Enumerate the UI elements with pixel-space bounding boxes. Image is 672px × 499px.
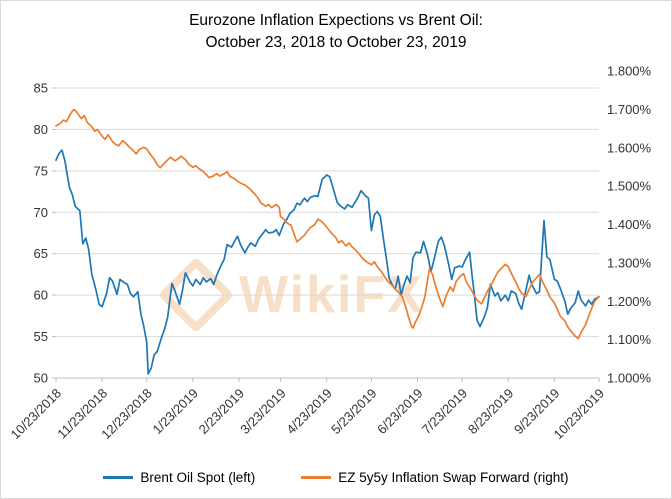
axes: [52, 87, 600, 382]
chart-title: Eurozone Inflation Expections vs Brent O…: [1, 10, 671, 53]
left-axis-tick-label: 70: [34, 205, 48, 220]
right-axis-labels: 1.000% 1.100% 1.200% 1.300% 1.400% 1.500% 1.60…: [607, 64, 652, 386]
right-axis-tick-label: 1.800%: [607, 64, 652, 79]
x-axis-tick-label: 3/23/2019: [237, 386, 289, 438]
brent-line-swatch-icon: [103, 476, 134, 479]
right-axis-tick-label: 1.500%: [607, 179, 652, 194]
x-axis-tick-label: 8/23/2019: [465, 386, 517, 438]
left-axis-labels: 50 55 60 65 70 75 80 85: [34, 81, 48, 386]
right-axis-tick-label: 1.300%: [607, 255, 652, 270]
x-axis-tick-label: 1/23/2019: [149, 386, 201, 438]
right-axis-tick-label: 1.400%: [607, 217, 652, 232]
left-axis-tick-label: 65: [34, 246, 48, 261]
right-axis-tick-label: 1.600%: [607, 140, 652, 155]
series-lines: [55, 108, 600, 375]
left-axis-tick-label: 55: [34, 329, 48, 344]
brent-oil-spot-line: [55, 149, 600, 375]
gridlines: [56, 87, 599, 379]
right-axis-tick-label: 1.700%: [607, 102, 652, 117]
legend: Brent Oil Spot (left) EZ 5y5y Inflation …: [1, 470, 671, 485]
x-axis-tick-label: 7/23/2019: [419, 386, 471, 438]
left-axis-tick-label: 50: [34, 371, 48, 386]
left-axis-tick-label: 85: [34, 81, 48, 96]
left-axis-tick-label: 80: [34, 122, 48, 137]
ez-5y5y-inflation-swap-line: [55, 108, 600, 340]
left-axis-tick-label: 75: [34, 163, 48, 178]
legend-label-brent: Brent Oil Spot (left): [140, 470, 256, 485]
swap-line-swatch-icon: [301, 476, 332, 479]
x-axis-tick-label: 5/23/2019: [328, 386, 380, 438]
right-axis-tick-label: 1.200%: [607, 294, 652, 309]
legend-item-brent: Brent Oil Spot (left): [103, 470, 255, 485]
chart-title-line2: October 23, 2018 to October 23, 2019: [205, 33, 467, 51]
x-axis-tick-label: 10/23/2018: [7, 386, 64, 443]
legend-label-swap: EZ 5y5y Inflation Swap Forward (right): [338, 470, 569, 485]
x-axis-tick-label: 4/23/2019: [283, 386, 335, 438]
plot-area: 50 55 60 65 70 75 80 85 1.000% 1.100% 1.200% 1.300%…: [7, 64, 652, 443]
legend-item-swap: EZ 5y5y Inflation Swap Forward (right): [301, 470, 569, 485]
right-axis-tick-label: 1.100%: [607, 332, 652, 347]
left-axis-tick-label: 60: [34, 288, 48, 303]
x-axis-labels: 10/23/201811/23/201812/23/20181/23/20192…: [7, 386, 607, 443]
x-axis-tick-label: 6/23/2019: [374, 386, 426, 438]
chart-title-line1: Eurozone Inflation Expections vs Brent O…: [189, 12, 483, 29]
right-axis-tick-label: 1.000%: [607, 371, 652, 386]
